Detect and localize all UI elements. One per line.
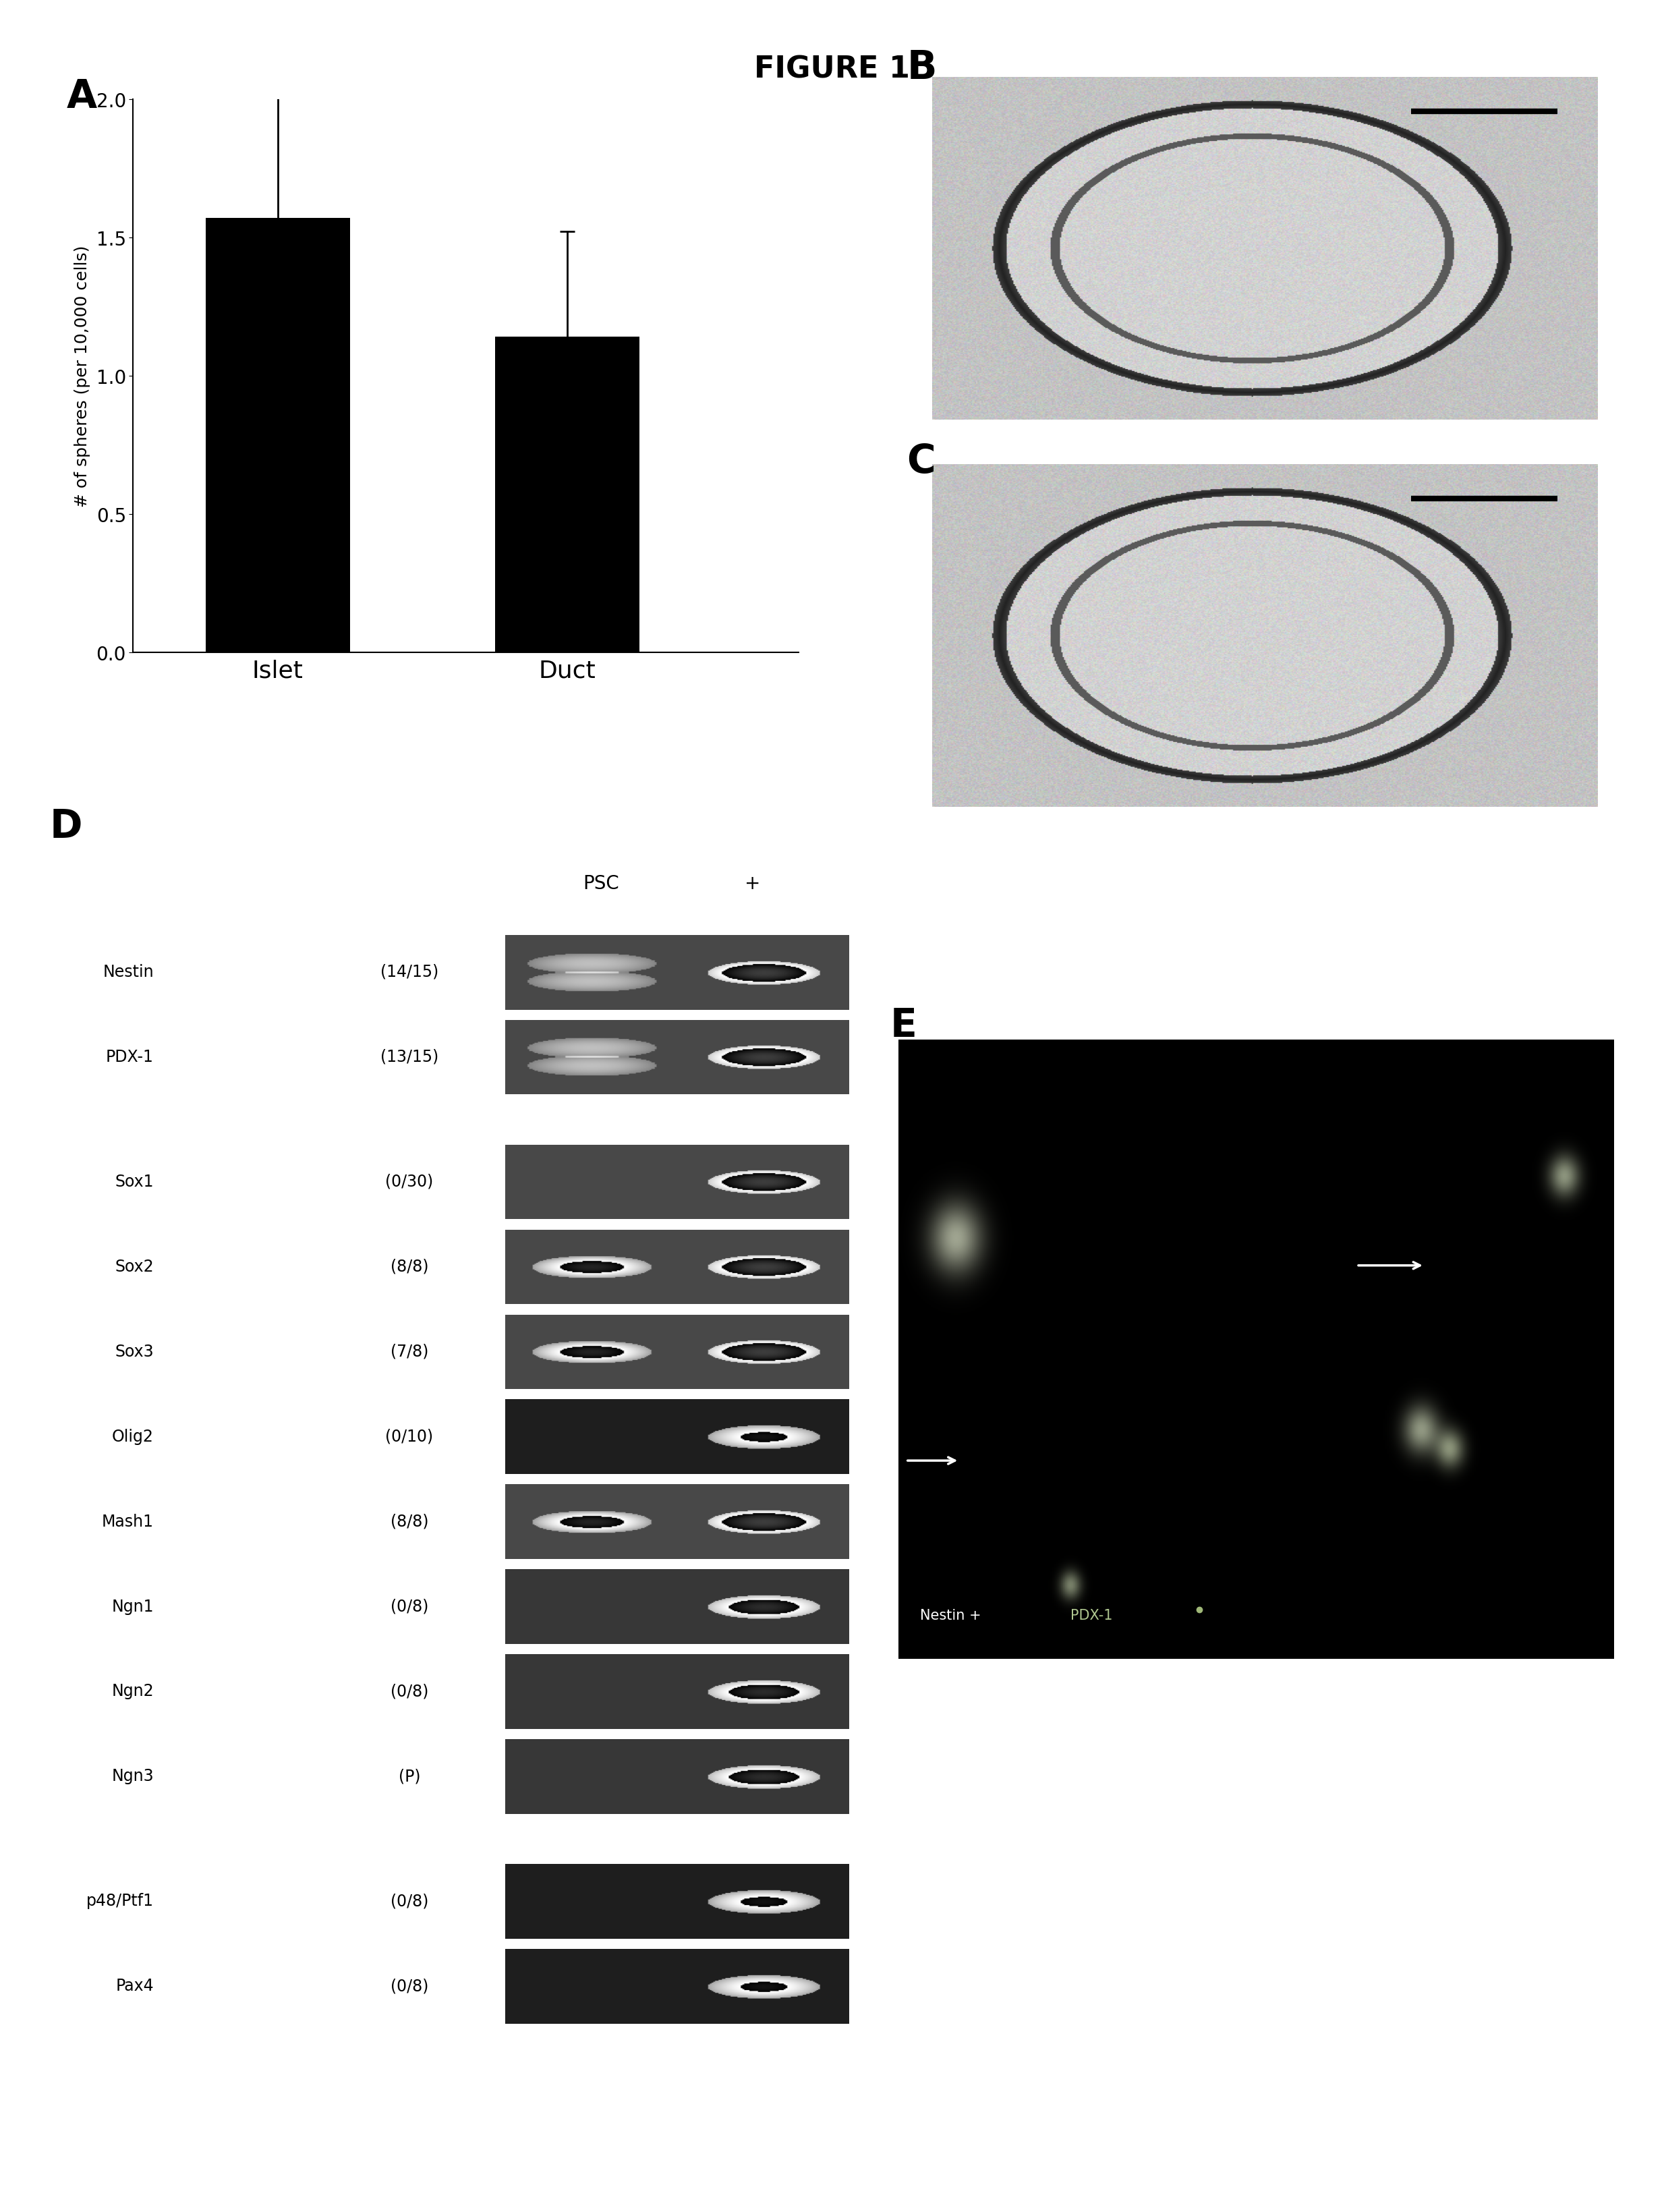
Text: E: E bbox=[890, 1006, 917, 1044]
Text: A: A bbox=[67, 77, 97, 115]
Text: Ngn2: Ngn2 bbox=[111, 1683, 153, 1699]
Text: Sox3: Sox3 bbox=[115, 1343, 153, 1360]
Text: Pax4: Pax4 bbox=[115, 1978, 153, 1993]
Text: B: B bbox=[907, 49, 937, 86]
Text: D: D bbox=[50, 807, 83, 845]
Text: (8/8): (8/8) bbox=[391, 1513, 428, 1528]
Text: (0/8): (0/8) bbox=[391, 1893, 428, 1909]
Text: (0/8): (0/8) bbox=[391, 1978, 428, 1993]
Bar bbox=[205, 219, 349, 653]
Y-axis label: # of spheres (per 10,000 cells): # of spheres (per 10,000 cells) bbox=[75, 246, 90, 507]
Text: (0/8): (0/8) bbox=[391, 1683, 428, 1699]
Text: Nestin: Nestin bbox=[103, 964, 153, 980]
Text: (0/10): (0/10) bbox=[386, 1429, 433, 1444]
Text: (13/15): (13/15) bbox=[381, 1048, 438, 1064]
Text: Olig2: Olig2 bbox=[111, 1429, 153, 1444]
Text: (0/8): (0/8) bbox=[391, 1597, 428, 1615]
Bar bbox=[494, 336, 639, 653]
Text: PSC: PSC bbox=[582, 874, 619, 894]
Text: PDX-1: PDX-1 bbox=[106, 1048, 153, 1064]
Text: (P): (P) bbox=[398, 1767, 421, 1785]
Text: (14/15): (14/15) bbox=[381, 964, 438, 980]
Text: p48/Ptf1: p48/Ptf1 bbox=[87, 1893, 153, 1909]
Text: C: C bbox=[907, 442, 935, 480]
Text: PDX-1: PDX-1 bbox=[1070, 1608, 1113, 1621]
Text: (7/8): (7/8) bbox=[391, 1343, 428, 1360]
Text: Sox2: Sox2 bbox=[115, 1259, 153, 1274]
Text: Ngn1: Ngn1 bbox=[111, 1597, 153, 1615]
Text: Ngn3: Ngn3 bbox=[111, 1767, 153, 1785]
Text: Sox1: Sox1 bbox=[115, 1172, 153, 1190]
Text: Nestin +: Nestin + bbox=[920, 1608, 985, 1621]
Text: (8/8): (8/8) bbox=[391, 1259, 428, 1274]
Text: FIGURE 1: FIGURE 1 bbox=[754, 55, 910, 84]
Text: +: + bbox=[744, 874, 760, 894]
Text: (0/30): (0/30) bbox=[386, 1172, 433, 1190]
Text: Mash1: Mash1 bbox=[102, 1513, 153, 1528]
